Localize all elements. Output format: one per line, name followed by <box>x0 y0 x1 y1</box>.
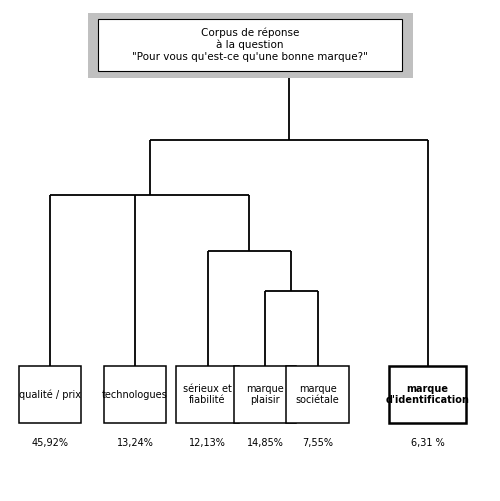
FancyBboxPatch shape <box>104 366 166 423</box>
FancyBboxPatch shape <box>234 366 296 423</box>
FancyBboxPatch shape <box>176 366 239 423</box>
FancyBboxPatch shape <box>286 366 349 423</box>
FancyBboxPatch shape <box>88 13 412 78</box>
Text: 45,92%: 45,92% <box>32 438 68 448</box>
Text: marque
d'identification: marque d'identification <box>386 384 469 405</box>
Text: 12,13%: 12,13% <box>189 438 226 448</box>
FancyBboxPatch shape <box>19 366 81 423</box>
Text: sérieux et
fiabilité: sérieux et fiabilité <box>183 384 232 405</box>
Text: marque
plaisir: marque plaisir <box>246 384 284 405</box>
Text: 6,31 %: 6,31 % <box>410 438 444 448</box>
Text: qualité / prix: qualité / prix <box>19 389 81 400</box>
Text: 13,24%: 13,24% <box>116 438 154 448</box>
Text: marque
sociétale: marque sociétale <box>296 384 340 405</box>
FancyBboxPatch shape <box>98 19 403 71</box>
Text: 7,55%: 7,55% <box>302 438 333 448</box>
Text: technologues: technologues <box>102 390 168 399</box>
Text: Corpus de réponse
à la question
"Pour vous qu'est-ce qu'une bonne marque?": Corpus de réponse à la question "Pour vo… <box>132 28 368 62</box>
FancyBboxPatch shape <box>389 366 466 423</box>
Text: 14,85%: 14,85% <box>246 438 284 448</box>
